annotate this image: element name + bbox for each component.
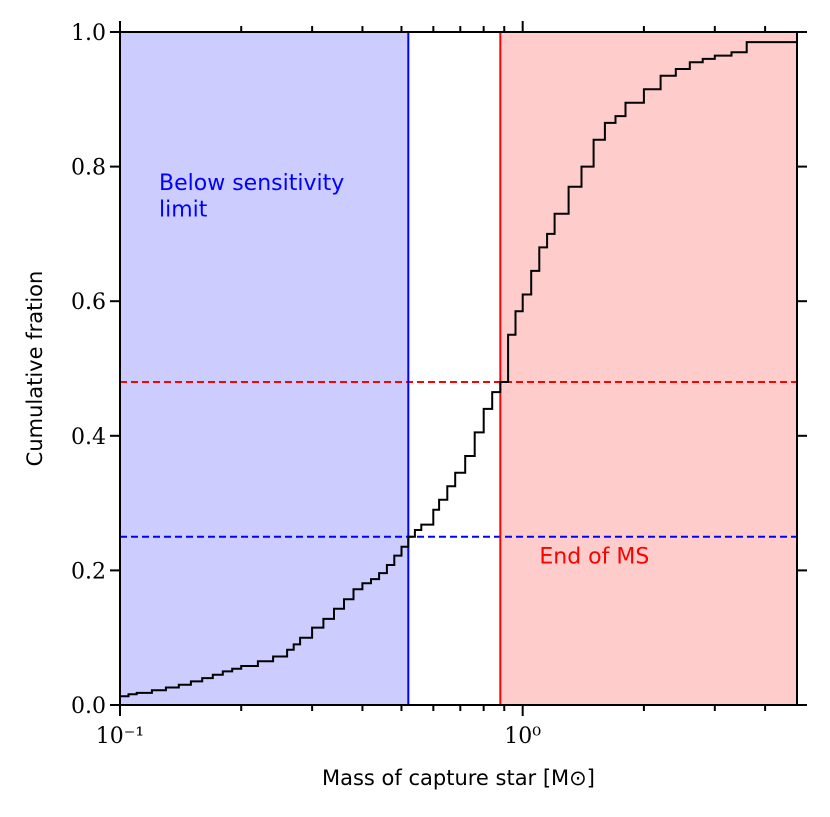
y-tick-label: 1.0 — [71, 21, 106, 46]
cumulative-fraction-line — [120, 41, 797, 698]
end-of-ms-label-line: End of MS — [539, 545, 649, 570]
y-tick-label: 0.8 — [71, 156, 106, 181]
x-axis-label: Mass of capture star [M⊙] — [322, 766, 595, 790]
plot-frame — [119, 31, 798, 706]
y-tick-label: 0.4 — [71, 425, 106, 450]
below-sensitivity-label: Below sensitivity limit — [159, 171, 344, 222]
below-sensitivity-region — [120, 32, 409, 705]
below-sensitivity-label-line: limit — [159, 198, 208, 223]
x-tick-label: 10⁰ — [504, 724, 541, 749]
y-tick-label: 0.6 — [71, 290, 106, 315]
y-tick-label: 0.0 — [71, 694, 106, 719]
y-tick-label: 0.2 — [71, 559, 106, 584]
end-of-ms-region — [500, 32, 797, 705]
y-axis-label: Cumulative fration — [23, 271, 47, 467]
x-tick-label: 10⁻¹ — [96, 724, 144, 749]
end-of-ms-label: End of MS — [539, 545, 649, 570]
below-sensitivity-label-line: Below sensitivity — [159, 171, 344, 196]
